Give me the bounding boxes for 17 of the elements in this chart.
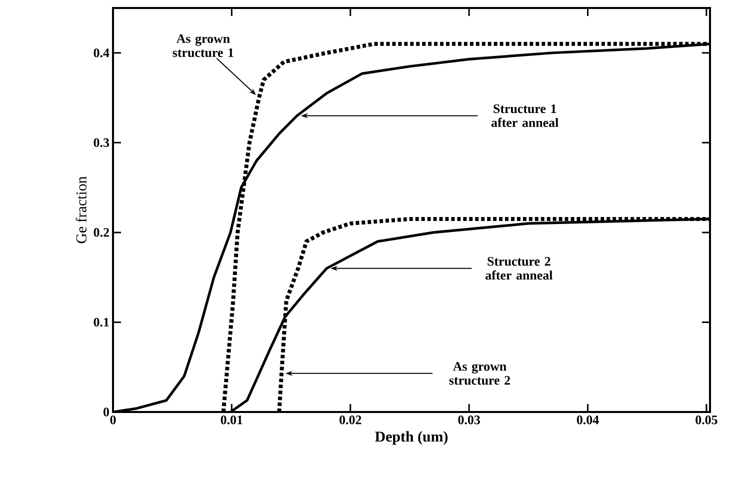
y-tick-label: 0.1	[94, 318, 109, 327]
x-tick-label: 0.02	[340, 416, 362, 424]
x-tick-label: 0.04	[576, 416, 599, 424]
y-tick-label: 0.4	[94, 48, 110, 58]
annotation: As grown structure 1	[172, 34, 234, 58]
y-tick-label: 0.2	[94, 228, 109, 237]
y-tick-label: 0.3	[94, 138, 110, 148]
x-tick-label: 0.03	[458, 416, 480, 424]
x-tick-label: 0.01	[220, 416, 242, 424]
y-axis-title: Ge fraction	[76, 176, 86, 244]
x-axis-title: Depth (um)	[375, 431, 448, 445]
annotation: Structure 2 after anneal	[486, 257, 552, 280]
y-tick-label: 0	[104, 408, 109, 416]
x-tick-label: 0.05	[696, 416, 718, 424]
annotation: Structure 1 after anneal	[491, 104, 558, 128]
annotation: As grown structure 2	[449, 362, 510, 385]
x-tick-label: 0	[110, 416, 116, 424]
